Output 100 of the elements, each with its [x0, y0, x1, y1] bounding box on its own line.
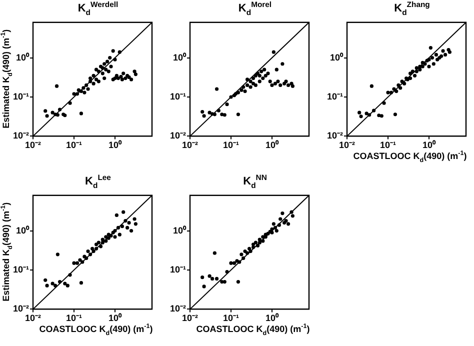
point: [258, 240, 262, 244]
point: [122, 72, 126, 76]
point: [278, 217, 282, 221]
point: [104, 68, 108, 72]
point: [122, 210, 126, 214]
point: [100, 72, 104, 76]
point: [106, 60, 110, 64]
point: [129, 229, 134, 233]
point: [96, 70, 100, 74]
point: [393, 112, 398, 116]
point: [124, 76, 128, 80]
point: [240, 252, 244, 256]
y-tick-label: 10⁻¹: [170, 91, 186, 102]
point: [100, 238, 104, 242]
point: [412, 74, 417, 78]
point: [270, 227, 274, 231]
point: [398, 86, 402, 90]
y-tick-label: 10⁻¹: [12, 91, 30, 102]
x-axis-title: COASTLOOC K$_{d}$(490) (m$^{-1}$): [352, 150, 468, 164]
y-tick-label: 10⁻²: [326, 130, 344, 141]
x-tick-label: 10⁻¹: [222, 140, 240, 150]
point: [428, 46, 432, 50]
point: [238, 260, 242, 264]
point: [273, 226, 278, 230]
point: [109, 234, 113, 238]
y-tick-label: 10⁻²: [170, 304, 186, 314]
y-tick-label: 10⁻²: [12, 130, 30, 141]
point: [79, 89, 84, 94]
point: [286, 222, 290, 226]
point: [116, 226, 120, 230]
x-tick-label: 10⁻²: [25, 140, 42, 150]
y-tick-label: 10⁻¹: [326, 91, 344, 102]
point: [420, 64, 424, 68]
point: [427, 64, 431, 68]
y-tick-label: 10⁻²: [12, 304, 30, 314]
point: [441, 49, 445, 53]
y-tick-label: 10⁻¹: [12, 264, 30, 274]
point: [86, 87, 90, 91]
point: [256, 244, 260, 248]
point: [126, 226, 130, 230]
point: [284, 218, 288, 223]
point: [114, 213, 118, 217]
point: [423, 62, 427, 66]
point: [86, 250, 90, 254]
x-tick-label: 10⁰: [108, 140, 122, 150]
point: [113, 58, 117, 62]
x-tick-label: 10⁰: [265, 313, 280, 324]
point: [84, 83, 88, 87]
point: [80, 260, 84, 264]
point: [418, 68, 422, 72]
point: [127, 221, 131, 225]
point: [248, 250, 252, 254]
x-tick-label: 10⁻¹: [66, 313, 82, 324]
x-tick-label: 10⁻²: [25, 313, 42, 324]
point: [430, 56, 434, 60]
point: [410, 70, 414, 74]
point: [408, 76, 412, 80]
point: [394, 89, 398, 94]
point: [232, 261, 236, 265]
x-tick-label: 10⁻¹: [66, 140, 82, 150]
point: [280, 211, 284, 216]
y-tick-label: 10⁰: [172, 52, 188, 62]
x-tick-label: 10⁻²: [182, 140, 198, 150]
point: [400, 80, 404, 84]
point: [120, 224, 124, 228]
x-tick-label: 10⁻²: [339, 140, 356, 150]
point: [236, 280, 240, 284]
point: [94, 68, 98, 72]
point: [102, 62, 106, 66]
point: [106, 70, 110, 74]
x-tick-label: 10⁻¹: [222, 313, 240, 324]
point: [113, 235, 117, 239]
point: [272, 222, 276, 226]
point: [118, 232, 122, 236]
point: [414, 70, 418, 74]
point: [396, 83, 400, 87]
point: [389, 90, 394, 94]
point: [414, 66, 418, 70]
x-tick-label: 10⁰: [108, 313, 122, 324]
point: [109, 64, 113, 68]
y-tick-label: 10⁰: [172, 225, 188, 236]
point: [82, 86, 86, 90]
point: [88, 76, 92, 80]
point: [79, 281, 84, 285]
point: [75, 92, 80, 96]
point: [94, 246, 98, 250]
point: [88, 252, 92, 256]
point: [258, 238, 262, 242]
point: [98, 244, 103, 248]
point: [100, 240, 104, 244]
point: [108, 56, 112, 60]
y-tick-label: 10⁰: [16, 52, 30, 62]
point: [102, 76, 106, 80]
point: [75, 261, 80, 265]
x-tick-label: 10⁻¹: [380, 140, 396, 150]
point: [246, 251, 250, 255]
point: [82, 90, 86, 94]
x-tick-label: 10⁰: [422, 140, 436, 150]
point: [443, 52, 448, 56]
y-tick-label: 10⁰: [16, 225, 30, 236]
